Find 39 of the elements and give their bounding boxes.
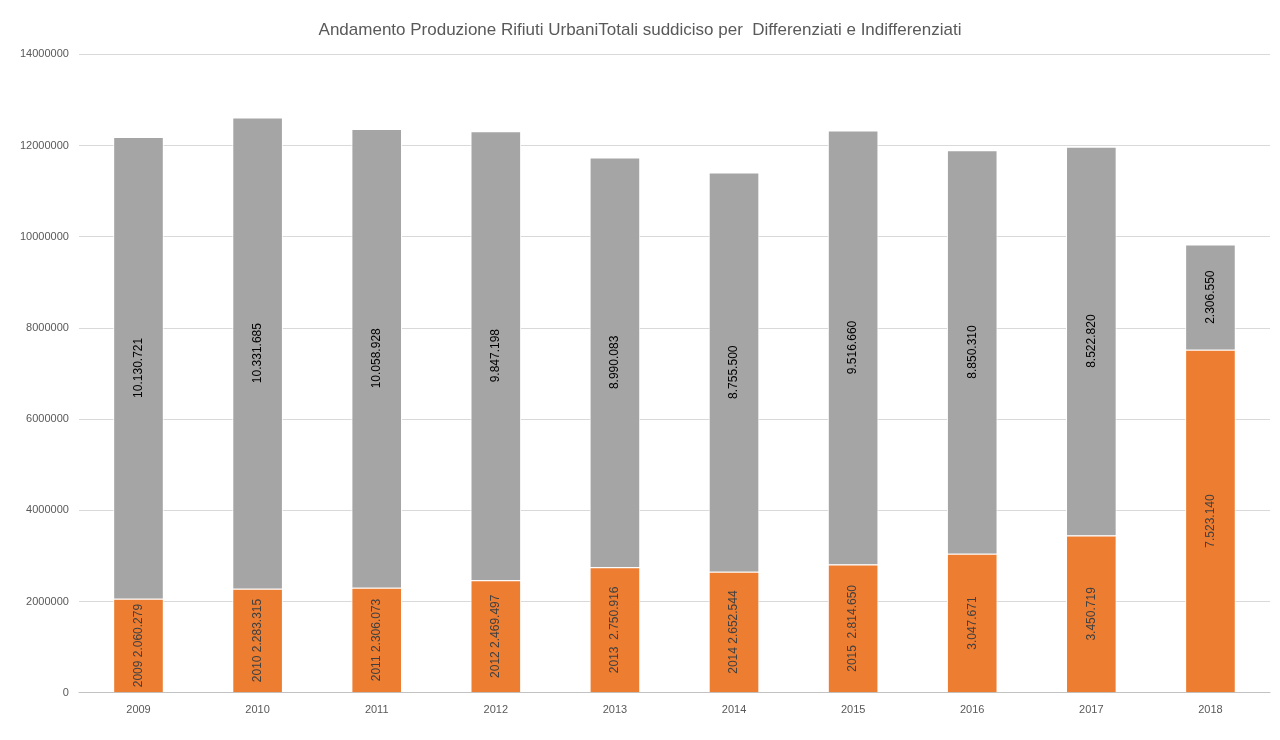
data-label: 7.523.140	[1202, 494, 1217, 548]
x-tick-label: 2011	[364, 703, 389, 716]
data-label: 2009 2.060.279	[130, 603, 145, 688]
y-tick-label: 6000000	[26, 412, 69, 425]
data-label: 2.306.550	[1202, 270, 1217, 324]
x-tick-label: 2014	[721, 703, 747, 716]
data-label: 2013 2.750.916	[607, 586, 622, 674]
x-tick-label: 2013	[602, 703, 628, 716]
data-label: 9.516.660	[845, 320, 860, 375]
x-tick-label: 2018	[1198, 703, 1223, 716]
y-tick-label: 0	[62, 685, 69, 698]
y-tick-label: 10000000	[19, 229, 69, 242]
y-tick-label: 8000000	[26, 321, 69, 334]
y-tick-label: 12000000	[19, 138, 69, 151]
chart-title: Andamento Produzione Rifiuti UrbaniTotali suddiciso per Differenziati e Indifferenziati	[318, 19, 962, 39]
data-label: 8.522.820	[1083, 314, 1098, 368]
data-label: 3.047.671	[964, 596, 979, 650]
x-tick-label: 2009	[126, 703, 151, 716]
data-label: 2015 2.814.650	[845, 584, 860, 672]
y-tick-label: 14000000	[19, 47, 69, 60]
y-tick-label: 2000000	[26, 594, 69, 607]
data-label: 10.058.928	[369, 327, 384, 389]
data-label: 2011 2.306.073	[369, 598, 384, 682]
data-label: 8.850.310	[964, 325, 979, 379]
x-tick-label: 2010	[245, 703, 270, 716]
data-label: 2014 2.652.544	[726, 590, 741, 674]
x-tick-label: 2012	[483, 703, 509, 716]
x-tick-label: 2015	[840, 703, 866, 716]
data-label: 8.755.500	[726, 345, 741, 399]
x-tick-label: 2017	[1079, 703, 1104, 716]
data-label: 2010 2.283.315	[249, 598, 264, 683]
data-label: 9.847.198	[488, 328, 503, 383]
data-label: 10.331.685	[249, 322, 264, 384]
x-tick-label: 2016	[959, 703, 985, 716]
data-label: 10.130.721	[130, 337, 145, 398]
data-label: 2012 2.469.497	[488, 594, 503, 678]
y-tick-label: 4000000	[26, 503, 69, 516]
data-label: 8.990.083	[607, 335, 622, 390]
data-label: 3.450.719	[1083, 586, 1098, 641]
